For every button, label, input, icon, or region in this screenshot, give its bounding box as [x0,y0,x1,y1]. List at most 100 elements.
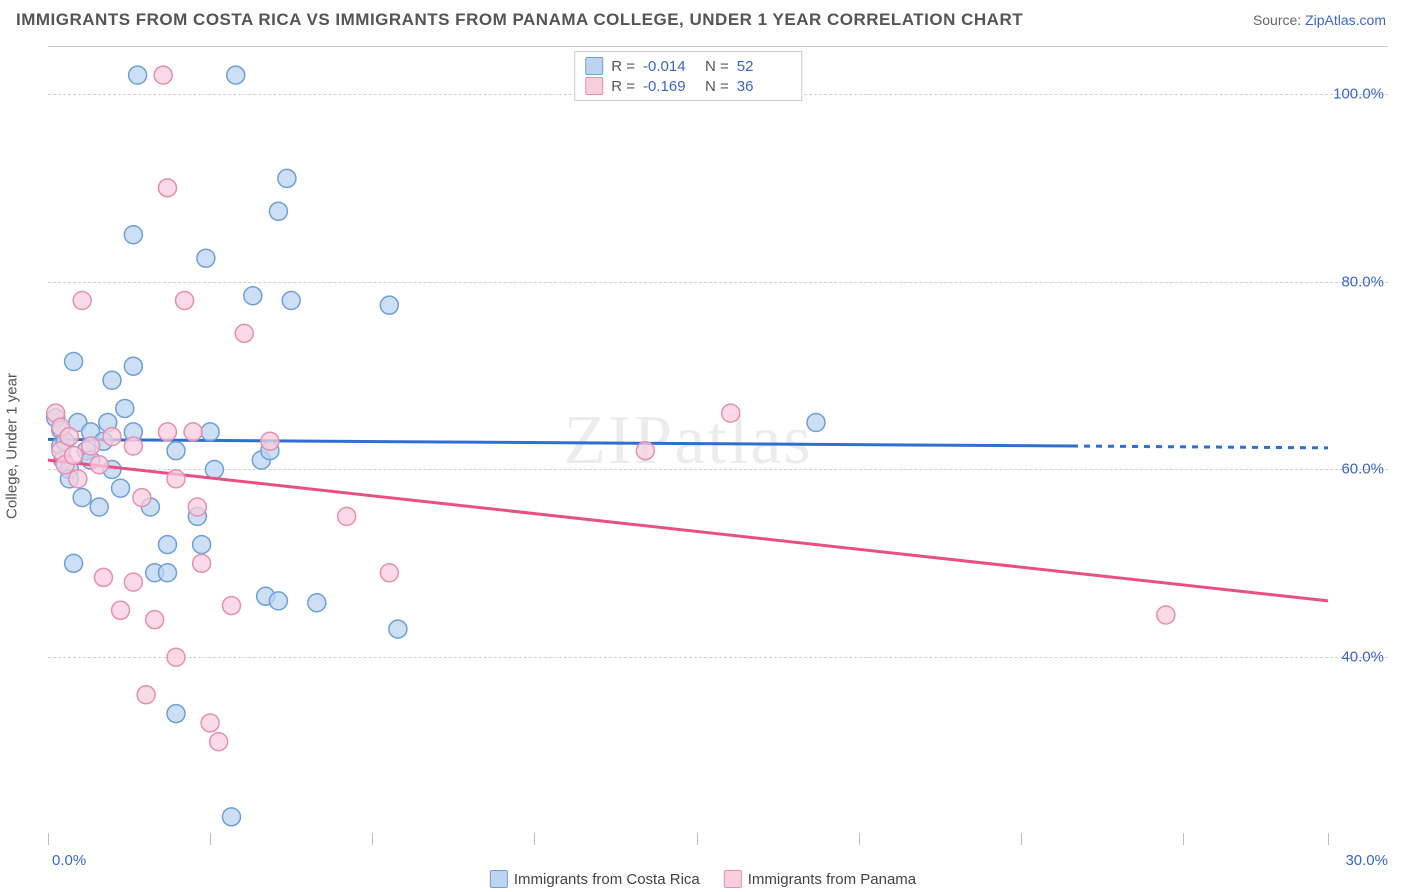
scatter-point [201,423,219,441]
scatter-point [269,202,287,220]
chart-area: ZIPatlas 40.0%60.0%80.0%100.0% R = -0.01… [48,46,1388,844]
scatter-point [73,291,91,309]
stats-r-value-1: -0.014 [643,58,697,75]
scatter-point [235,324,253,342]
stats-row-series1: R = -0.014 N = 52 [585,56,791,76]
scatter-point [158,564,176,582]
x-tick [859,833,860,845]
x-tick [372,833,373,845]
bottom-legend: Immigrants from Costa Rica Immigrants fr… [490,870,916,888]
scatter-point [158,179,176,197]
legend-item-series1: Immigrants from Costa Rica [490,870,700,888]
x-tick [534,833,535,845]
x-tick [697,833,698,845]
scatter-point [205,460,223,478]
scatter-point [65,353,83,371]
scatter-point [722,404,740,422]
scatter-point [338,507,356,525]
scatter-point [103,371,121,389]
trend-line [48,439,1072,446]
scatter-point [158,536,176,554]
scatter-point [193,536,211,554]
scatter-point [90,456,108,474]
scatter-point [389,620,407,638]
scatter-point [154,66,172,84]
scatter-point [129,66,147,84]
scatter-point [60,428,78,446]
scatter-point [176,291,194,309]
stats-r-label: R = [611,58,635,75]
x-axis-first-label: 0.0% [52,852,86,869]
scatter-point [380,296,398,314]
stats-r-value-2: -0.169 [643,78,697,95]
trend-line [48,460,1328,601]
scatter-point [244,287,262,305]
scatter-point [282,291,300,309]
scatter-point [124,437,142,455]
scatter-point [103,428,121,446]
legend-label-series2: Immigrants from Panama [748,871,916,888]
stats-r-label: R = [611,78,635,95]
stats-row-series2: R = -0.169 N = 36 [585,76,791,96]
scatter-point [65,554,83,572]
scatter-point [158,423,176,441]
stats-n-value-2: 36 [737,78,791,95]
scatter-point [167,442,185,460]
scatter-point [167,648,185,666]
scatter-point [167,470,185,488]
x-tick [1021,833,1022,845]
legend-label-series1: Immigrants from Costa Rica [514,871,700,888]
scatter-point [73,489,91,507]
scatter-point [112,479,130,497]
x-axis-last-label: 30.0% [1345,852,1388,869]
scatter-point [261,432,279,450]
source-prefix: Source: [1253,12,1301,28]
scatter-point [636,442,654,460]
chart-title: IMMIGRANTS FROM COSTA RICA VS IMMIGRANTS… [16,10,1023,30]
scatter-point [133,489,151,507]
scatter-point [184,423,202,441]
x-tick [1183,833,1184,845]
scatter-point [65,446,83,464]
scatter-point [807,414,825,432]
scatter-point [197,249,215,267]
scatter-point [116,399,134,417]
scatter-point [227,66,245,84]
y-tick-label: 100.0% [1332,85,1388,102]
scatter-point [222,597,240,615]
y-tick-label: 60.0% [1332,461,1388,478]
scatter-point [188,498,206,516]
scatter-point [210,733,228,751]
scatter-point [146,611,164,629]
x-tick [48,833,49,845]
scatter-point [124,226,142,244]
scatter-point [124,357,142,375]
scatter-point [201,714,219,732]
scatter-point [69,470,87,488]
chart-source: Source: ZipAtlas.com [1253,12,1386,28]
legend-swatch-series1 [490,870,508,888]
scatter-point [124,573,142,591]
y-tick-label: 80.0% [1332,273,1388,290]
x-tick [1328,833,1329,845]
chart-header: IMMIGRANTS FROM COSTA RICA VS IMMIGRANTS… [0,0,1406,36]
scatter-point [380,564,398,582]
x-tick [210,833,211,845]
stats-n-label: N = [705,78,729,95]
source-link[interactable]: ZipAtlas.com [1305,12,1386,28]
trend-line-dashed [1072,446,1328,448]
scatter-point [278,169,296,187]
y-axis-title: College, Under 1 year [4,373,21,519]
stats-n-value-1: 52 [737,58,791,75]
stats-n-label: N = [705,58,729,75]
legend-swatch-series2 [724,870,742,888]
scatter-point [222,808,240,826]
legend-item-series2: Immigrants from Panama [724,870,916,888]
scatter-plot-svg [48,47,1328,845]
correlation-stats-box: R = -0.014 N = 52 R = -0.169 N = 36 [574,51,802,101]
scatter-point [308,594,326,612]
scatter-point [1157,606,1175,624]
plot-region: ZIPatlas 40.0%60.0%80.0%100.0% R = -0.01… [48,47,1328,845]
y-tick-label: 40.0% [1332,649,1388,666]
stats-swatch-series1 [585,57,603,75]
